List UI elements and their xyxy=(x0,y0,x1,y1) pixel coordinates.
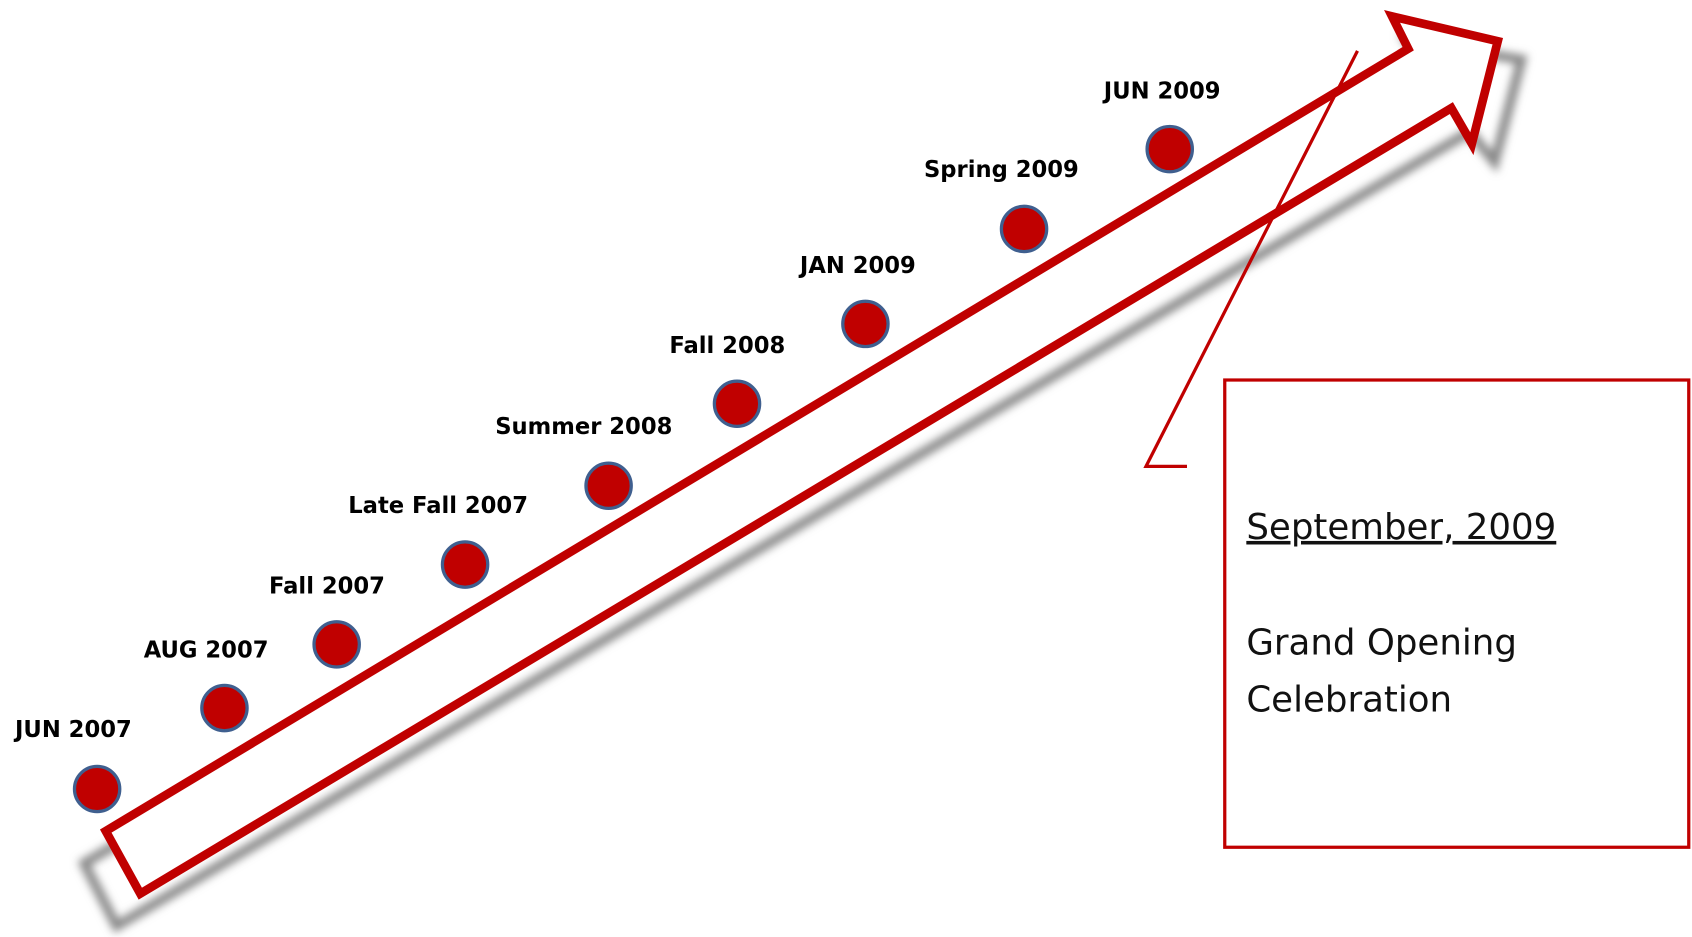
milestone-label: Fall 2007 xyxy=(269,574,385,600)
milestone-dot xyxy=(841,299,890,349)
milestone-label: JAN 2009 xyxy=(798,253,916,279)
milestone-label: Spring 2009 xyxy=(924,157,1079,183)
milestone-dot xyxy=(312,620,361,669)
milestone-dot xyxy=(712,379,762,429)
milestone-dot xyxy=(440,540,490,589)
callout-date: September, 2009 xyxy=(1246,507,1556,548)
callout-line: Celebration xyxy=(1246,680,1452,721)
milestone-dot xyxy=(999,204,1049,254)
callout-box xyxy=(1223,378,1691,849)
milestone-label: JUN 2009 xyxy=(1102,78,1221,104)
milestones: JUN 2007 AUG 2007 Fall 2007 Late Fall 2007 S… xyxy=(13,78,1221,814)
callout-line: Grand Opening xyxy=(1246,622,1517,663)
callout-pointer xyxy=(1143,50,1359,468)
milestone-label: Late Fall 2007 xyxy=(348,493,528,519)
milestone-label: Summer 2008 xyxy=(495,414,672,440)
milestone-dot xyxy=(200,683,249,733)
milestone-label: JUN 2007 xyxy=(13,717,132,743)
milestone-dot xyxy=(1145,124,1195,174)
milestone-label: AUG 2007 xyxy=(144,637,269,663)
milestone-dot xyxy=(72,764,122,814)
milestone-dot xyxy=(584,461,633,511)
arrow xyxy=(99,10,1504,900)
milestone-label: Fall 2008 xyxy=(669,333,785,359)
